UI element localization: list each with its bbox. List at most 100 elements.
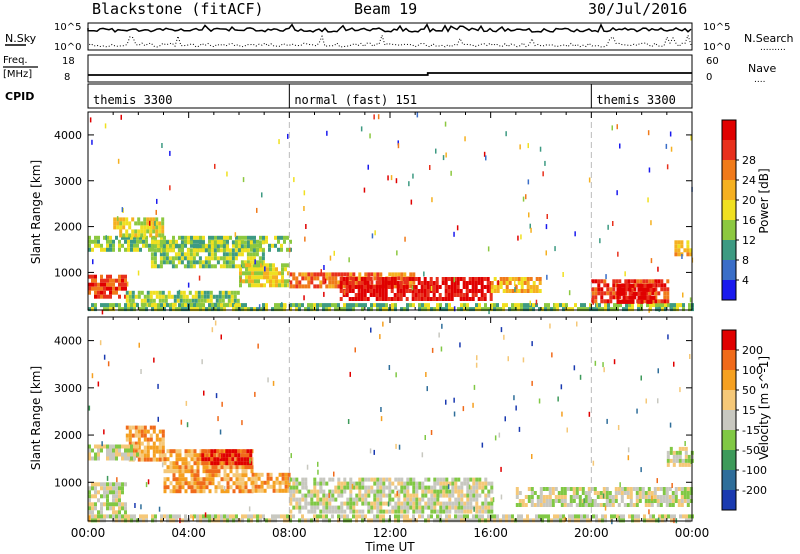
heatmap-cell [289, 272, 293, 277]
heatmap-cell [133, 303, 136, 308]
heatmap-cell [676, 303, 679, 308]
heatmap-cell [172, 485, 176, 490]
heatmap-cell [370, 272, 374, 277]
heatmap-cell [204, 260, 208, 265]
heatmap-cell [246, 449, 250, 454]
nave-tick-top: 60 [706, 56, 719, 67]
heatmap-cell [481, 518, 484, 523]
heatmap-cell [524, 503, 528, 507]
heatmap-cell [274, 235, 277, 240]
heatmap-cell [639, 279, 643, 284]
heatmap-speck [254, 259, 256, 265]
heatmap-cell [379, 493, 383, 498]
heatmap-cell [394, 272, 398, 277]
heatmap-speck [667, 334, 669, 340]
colorbar-swatch [722, 410, 736, 431]
heatmap-cell [91, 518, 94, 523]
heatmap-cell [373, 272, 377, 277]
heatmap-cell [216, 457, 220, 462]
heatmap-speck [116, 477, 118, 483]
heatmap-cell [109, 482, 112, 487]
heatmap-cell [351, 285, 355, 289]
heatmap-speck [462, 406, 465, 412]
heatmap-cell [583, 514, 586, 519]
heatmap-cell [635, 495, 639, 499]
heatmap-cell [448, 514, 451, 519]
heatmap-cell [427, 518, 430, 523]
heatmap-cell [265, 307, 268, 312]
heatmap-cell [684, 458, 688, 463]
heatmap-cell [198, 248, 202, 253]
heatmap-cell [301, 518, 304, 523]
heatmap-speck [329, 255, 332, 261]
heatmap-cell [388, 493, 392, 498]
heatmap-cell [669, 450, 673, 455]
heatmap-cell [140, 457, 144, 462]
heatmap-cell [358, 514, 361, 519]
heatmap-cell [680, 487, 684, 491]
heatmap-cell [106, 498, 109, 503]
heatmap-cell [225, 256, 229, 261]
heatmap-cell [612, 295, 616, 300]
heatmap-cell [230, 290, 234, 295]
heatmap-cell [150, 264, 154, 269]
heatmap-cell [637, 514, 640, 519]
heatmap-cell [587, 491, 591, 495]
heatmap-cell [295, 307, 298, 312]
heatmap-cell [460, 518, 463, 523]
noise-right-tick-bottom: 10^0 [703, 42, 730, 53]
heatmap-cell [605, 495, 609, 499]
heatmap-cell [145, 307, 148, 312]
heatmap-cell [529, 285, 533, 289]
heatmap-cell [637, 291, 641, 296]
heatmap-cell [222, 457, 226, 462]
heatmap-cell [545, 499, 549, 503]
heatmap-cell [349, 303, 352, 308]
heatmap-cell [580, 307, 583, 312]
heatmap-cell [466, 477, 470, 482]
heatmap-cell [334, 485, 338, 490]
heatmap-cell [603, 299, 607, 304]
heatmap-cell [106, 235, 109, 240]
heatmap-cell [231, 240, 235, 245]
heatmap-cell [686, 487, 690, 491]
heatmap-cell [331, 303, 334, 308]
heatmap-cell [480, 281, 484, 285]
heatmap-cell [112, 286, 115, 291]
heatmap-cell [427, 477, 431, 482]
heatmap-cell [352, 505, 356, 510]
heatmap-cell [146, 441, 150, 446]
heatmap-cell [605, 491, 609, 495]
heatmap-cell [361, 307, 364, 312]
heatmap-cell [526, 285, 530, 289]
heatmap-cell [418, 501, 422, 506]
heatmap-cell [352, 509, 356, 514]
heatmap-cell [254, 480, 258, 485]
heatmap-cell [538, 514, 541, 519]
heatmap-cell [249, 252, 253, 257]
heatmap-cell [233, 294, 237, 299]
heatmap-cell [400, 272, 404, 277]
heatmap-cell [665, 487, 669, 491]
heatmap-cell [220, 303, 223, 308]
heatmap-cell [165, 240, 169, 245]
heatmap-cell [310, 509, 314, 514]
heatmap-cell [435, 277, 439, 281]
heatmap-cell [140, 449, 144, 454]
heatmap-cell [174, 256, 178, 261]
heatmap-cell [196, 235, 199, 240]
heatmap-cell [214, 307, 217, 312]
heatmap-cell [143, 457, 147, 462]
heatmap-cell [424, 518, 427, 523]
heatmap-cell [597, 279, 601, 284]
heatmap-cell [666, 450, 670, 455]
heatmap-cell [642, 299, 646, 304]
heatmap-cell [612, 287, 616, 292]
heatmap-cell [128, 437, 132, 442]
heatmap-cell [594, 291, 598, 296]
heatmap-cell [130, 444, 133, 449]
heatmap-cell [653, 487, 657, 491]
heatmap-cell [592, 514, 595, 519]
heatmap-cell [454, 501, 458, 506]
heatmap-cell [203, 298, 207, 303]
